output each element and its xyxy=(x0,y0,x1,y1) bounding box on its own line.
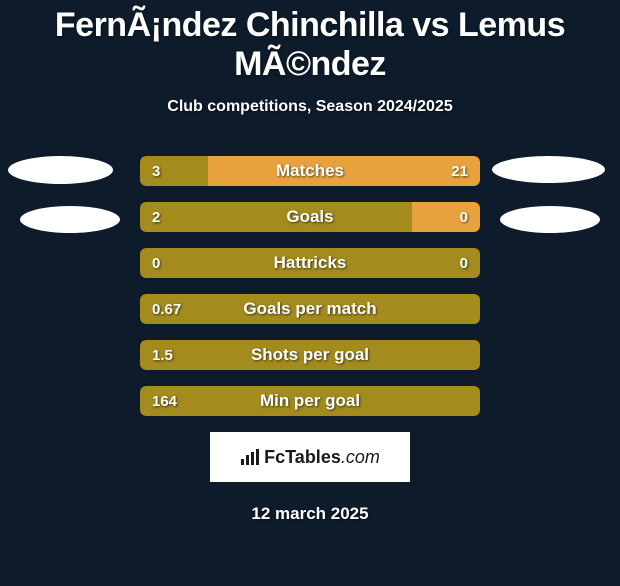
player-photo-placeholder xyxy=(500,206,600,233)
bar-left-fill xyxy=(140,386,480,416)
logo-text: FcTables.com xyxy=(240,447,380,468)
bar-right-fill xyxy=(412,202,480,232)
player-photo-placeholder xyxy=(20,206,120,233)
stat-bar-row: 20Goals xyxy=(140,202,480,232)
stat-bar-row: 164Min per goal xyxy=(140,386,480,416)
bar-track xyxy=(140,294,480,324)
stat-bar-row: 1.5Shots per goal xyxy=(140,340,480,370)
main-content: 321Matches 20Goals 00Hattricks 0.67Goals pe… xyxy=(0,156,620,524)
subtitle: Club competitions, Season 2024/2025 xyxy=(0,98,620,116)
bar-track xyxy=(140,340,480,370)
bar-left-fill xyxy=(140,156,208,186)
page-title: FernÃ¡ndez Chinchilla vs Lemus MÃ©ndez xyxy=(0,6,620,84)
stat-bar-row: 00Hattricks xyxy=(140,248,480,278)
stat-bar-row: 321Matches xyxy=(140,156,480,186)
bar-left-fill xyxy=(140,340,480,370)
bar-track xyxy=(140,386,480,416)
bar-track xyxy=(140,202,480,232)
logo-word-b: .com xyxy=(341,447,380,468)
stat-bars: 321Matches 20Goals 00Hattricks 0.67Goals pe… xyxy=(140,156,480,416)
bar-track xyxy=(140,248,480,278)
bar-right-fill xyxy=(208,156,480,186)
bar-left-fill xyxy=(140,294,480,324)
player-photo-placeholder xyxy=(8,156,113,184)
bar-track xyxy=(140,156,480,186)
chart-icon xyxy=(240,449,260,465)
date-label: 12 march 2025 xyxy=(0,504,620,524)
logo-box: FcTables.com xyxy=(210,432,410,482)
bar-left-fill xyxy=(140,248,480,278)
stat-bar-row: 0.67Goals per match xyxy=(140,294,480,324)
bar-left-fill xyxy=(140,202,412,232)
player-photo-placeholder xyxy=(492,156,605,183)
logo-word-a: FcTables xyxy=(264,447,341,468)
